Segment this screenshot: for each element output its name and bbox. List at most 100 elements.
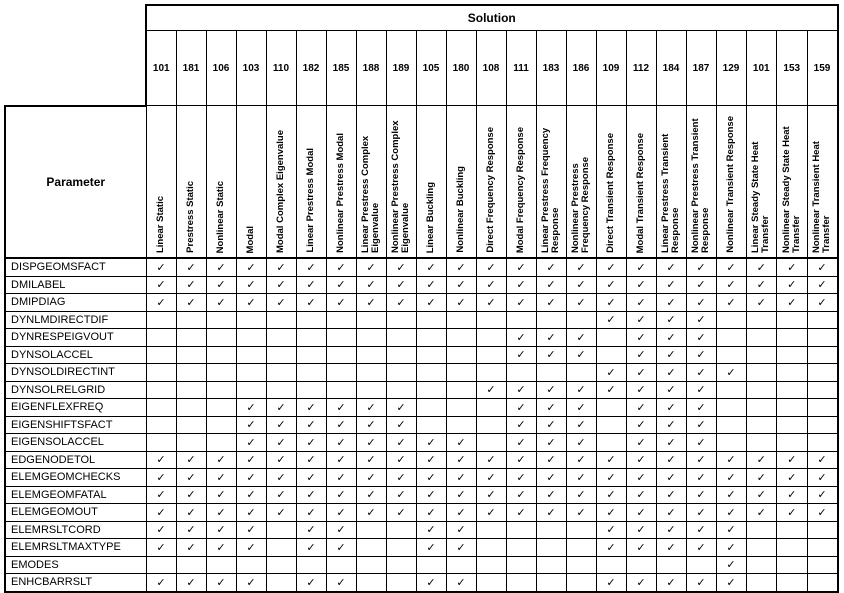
support-cell: ✓ xyxy=(806,503,839,522)
support-cell: ✓ xyxy=(355,433,387,452)
checkmark-icon: ✓ xyxy=(156,541,166,554)
support-cell: ✓ xyxy=(625,345,657,364)
support-cell: ✓ xyxy=(715,485,747,504)
checkmark-icon: ✓ xyxy=(396,506,406,519)
checkmark-icon: ✓ xyxy=(336,576,346,589)
support-cell: ✓ xyxy=(806,275,839,294)
support-cell xyxy=(565,310,597,329)
checkmark-icon: ✓ xyxy=(696,489,706,502)
checkmark-icon: ✓ xyxy=(306,506,316,519)
solution-number-header: 109 xyxy=(595,30,627,106)
checkmark-icon: ✓ xyxy=(306,489,316,502)
checkmark-icon: ✓ xyxy=(336,506,346,519)
table-row: EIGENFLEXFREQ ✓ ✓ ✓ ✓ ✓ ✓ ✓ ✓ ✓ ✓ ✓ ✓ xyxy=(4,398,839,417)
checkmark-icon: ✓ xyxy=(817,296,827,309)
support-cell: ✓ xyxy=(595,485,627,504)
support-cell xyxy=(535,555,567,574)
table-row: ELEMGEOMOUT ✓ ✓ ✓ ✓ ✓ ✓ ✓ ✓ ✓ ✓ ✓ ✓ ✓ ✓ ✓ ✓ ✓ ✓ ✓ ✓ ✓ ✓ ✓ xyxy=(4,503,839,522)
support-cell: ✓ xyxy=(776,293,808,312)
checkmark-icon: ✓ xyxy=(817,454,827,467)
support-cell xyxy=(265,310,297,329)
checkmark-icon: ✓ xyxy=(696,366,706,379)
checkmark-icon: ✓ xyxy=(636,436,646,449)
checkmark-icon: ✓ xyxy=(516,419,526,432)
support-cell: ✓ xyxy=(385,503,417,522)
support-cell xyxy=(205,380,237,399)
support-cell: ✓ xyxy=(265,433,297,452)
checkmark-icon: ✓ xyxy=(696,506,706,519)
support-cell: ✓ xyxy=(235,275,267,294)
support-cell xyxy=(175,310,207,329)
checkmark-icon: ✓ xyxy=(396,471,406,484)
support-cell xyxy=(475,538,507,557)
checkmark-icon: ✓ xyxy=(516,401,526,414)
support-cell: ✓ xyxy=(565,468,597,487)
parameter-name: DYNLMDIRECTDIF xyxy=(4,310,147,329)
checkmark-icon: ✓ xyxy=(756,279,766,292)
checkmark-icon: ✓ xyxy=(156,489,166,502)
table-row: ENHCBARRSLT ✓ ✓ ✓ ✓ ✓ ✓ ✓ ✓ ✓ ✓ ✓ ✓ ✓ xyxy=(4,573,839,593)
solution-name-header: Prestress Static xyxy=(175,105,207,259)
checkmark-icon: ✓ xyxy=(396,296,406,309)
solution-name-header: Nonlinear Prestress Modal xyxy=(325,105,357,259)
checkmark-icon: ✓ xyxy=(726,506,736,519)
support-cell xyxy=(325,363,357,382)
support-cell: ✓ xyxy=(415,538,447,557)
solution-number-header: 106 xyxy=(205,30,237,106)
support-cell: ✓ xyxy=(625,328,657,347)
solution-number-header: 101 xyxy=(745,30,777,106)
support-cell: ✓ xyxy=(565,450,597,469)
checkmark-icon: ✓ xyxy=(486,471,496,484)
checkmark-icon: ✓ xyxy=(696,524,706,537)
support-cell: ✓ xyxy=(385,450,417,469)
solution-name-label: Nonlinear Buckling xyxy=(455,166,466,253)
checkmark-icon: ✓ xyxy=(426,471,436,484)
support-cell: ✓ xyxy=(205,293,237,312)
checkmark-icon: ✓ xyxy=(276,436,286,449)
table-row: DYNSOLDIRECTINT ✓ ✓ ✓ ✓ ✓ xyxy=(4,363,839,382)
checkmark-icon: ✓ xyxy=(186,261,196,274)
checkmark-icon: ✓ xyxy=(486,279,496,292)
support-cell: ✓ xyxy=(685,433,717,452)
checkmark-icon: ✓ xyxy=(576,436,586,449)
support-cell: ✓ xyxy=(595,520,627,539)
checkmark-icon: ✓ xyxy=(186,541,196,554)
support-cell: ✓ xyxy=(505,415,537,434)
support-cell xyxy=(505,555,537,574)
checkmark-icon: ✓ xyxy=(216,524,226,537)
support-cell: ✓ xyxy=(475,257,507,277)
support-cell: ✓ xyxy=(535,275,567,294)
checkmark-icon: ✓ xyxy=(666,419,676,432)
checkmark-icon: ✓ xyxy=(606,506,616,519)
support-cell xyxy=(235,345,267,364)
support-cell xyxy=(235,380,267,399)
support-cell: ✓ xyxy=(715,363,747,382)
checkmark-icon: ✓ xyxy=(276,454,286,467)
checkmark-icon: ✓ xyxy=(516,489,526,502)
support-cell xyxy=(415,555,447,574)
support-cell: ✓ xyxy=(715,293,747,312)
checkmark-icon: ✓ xyxy=(306,419,316,432)
support-cell xyxy=(595,555,627,574)
support-cell xyxy=(385,538,417,557)
support-cell xyxy=(415,415,447,434)
solution-name-label: Modal Transient Response xyxy=(635,132,646,253)
checkmark-icon: ✓ xyxy=(516,331,526,344)
solution-number-header: 111 xyxy=(505,30,537,106)
support-cell: ✓ xyxy=(655,573,687,593)
support-cell xyxy=(806,433,839,452)
support-cell: ✓ xyxy=(505,398,537,417)
support-cell: ✓ xyxy=(535,380,567,399)
support-cell xyxy=(385,310,417,329)
checkmark-icon: ✓ xyxy=(366,506,376,519)
support-cell xyxy=(565,555,597,574)
support-cell: ✓ xyxy=(445,468,477,487)
support-cell: ✓ xyxy=(625,538,657,557)
support-cell: ✓ xyxy=(265,468,297,487)
support-cell: ✓ xyxy=(475,275,507,294)
support-cell: ✓ xyxy=(625,433,657,452)
checkmark-icon: ✓ xyxy=(696,331,706,344)
support-cell: ✓ xyxy=(445,520,477,539)
support-cell: ✓ xyxy=(205,450,237,469)
checkmark-icon: ✓ xyxy=(366,279,376,292)
